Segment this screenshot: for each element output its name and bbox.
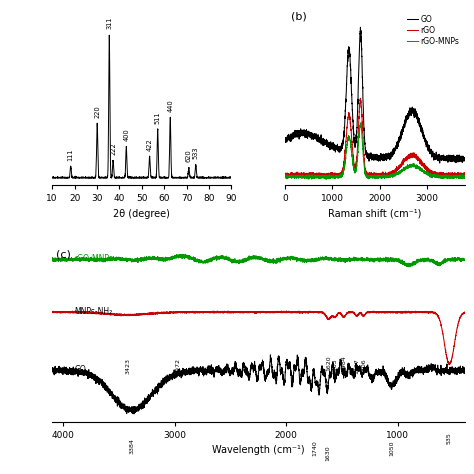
Text: 533: 533 <box>193 147 199 159</box>
rGO-MNPs <box>323 177 329 182</box>
rGO <box>359 114 365 120</box>
Text: 440: 440 <box>167 100 173 112</box>
Text: 1367: 1367 <box>354 359 359 374</box>
rGO-MNPs <box>351 167 357 173</box>
Text: 1306: 1306 <box>361 359 366 374</box>
rGO <box>462 173 467 179</box>
Text: GO: GO <box>74 365 86 374</box>
X-axis label: 2θ (degree): 2θ (degree) <box>113 209 170 219</box>
GO <box>351 137 357 143</box>
Text: 1563: 1563 <box>332 359 337 374</box>
Text: 220: 220 <box>94 105 100 118</box>
Line: rGO-MNPs: rGO-MNPs <box>285 123 465 180</box>
rGO-MNPs <box>439 175 445 181</box>
Text: 2972: 2972 <box>175 358 181 374</box>
GO <box>313 133 319 138</box>
rGO <box>289 175 294 181</box>
Text: 400: 400 <box>123 128 129 141</box>
rGO-MNPs <box>458 175 464 181</box>
Text: 1050: 1050 <box>390 440 394 456</box>
GO <box>283 137 288 143</box>
rGO <box>458 170 464 176</box>
Text: 511: 511 <box>155 111 161 124</box>
rGO-MNPs <box>313 175 319 181</box>
Legend: GO, rGO, rGO-MNPs: GO, rGO, rGO-MNPs <box>405 13 461 47</box>
Text: 1630: 1630 <box>325 445 330 461</box>
Text: 620: 620 <box>186 149 192 162</box>
Text: rGO-MNPs: rGO-MNPs <box>74 254 113 263</box>
rGO <box>439 171 445 176</box>
Text: 3384: 3384 <box>129 438 135 454</box>
Text: MNPs-NH₂: MNPs-NH₂ <box>74 307 113 316</box>
rGO-MNPs <box>283 172 288 177</box>
Text: 111: 111 <box>68 148 74 161</box>
GO <box>437 160 443 166</box>
Text: (b): (b) <box>291 11 306 21</box>
GO <box>303 132 309 138</box>
Line: GO: GO <box>285 27 465 163</box>
GO <box>357 24 363 30</box>
rGO-MNPs <box>462 175 467 181</box>
Text: 535: 535 <box>447 432 452 444</box>
Text: 1740: 1740 <box>313 440 318 456</box>
X-axis label: Raman shift (cm⁻¹): Raman shift (cm⁻¹) <box>328 209 421 219</box>
GO <box>458 154 464 160</box>
GO <box>462 155 467 161</box>
rGO <box>357 95 363 101</box>
rGO <box>313 172 319 177</box>
rGO-MNPs <box>359 133 365 138</box>
Text: (c): (c) <box>56 250 71 260</box>
X-axis label: Wavelength (cm⁻¹): Wavelength (cm⁻¹) <box>212 446 305 456</box>
Text: 1484: 1484 <box>341 355 346 371</box>
GO <box>439 154 445 160</box>
Line: rGO: rGO <box>285 98 465 178</box>
rGO <box>351 162 357 168</box>
Text: 311: 311 <box>106 17 112 29</box>
rGO-MNPs <box>303 173 309 179</box>
Text: 222: 222 <box>110 142 116 155</box>
Text: 422: 422 <box>146 138 153 151</box>
Text: 1620: 1620 <box>326 355 331 371</box>
Text: 3423: 3423 <box>125 358 130 374</box>
rGO <box>303 172 309 177</box>
rGO <box>283 171 288 177</box>
rGO-MNPs <box>357 120 363 126</box>
GO <box>359 54 365 59</box>
